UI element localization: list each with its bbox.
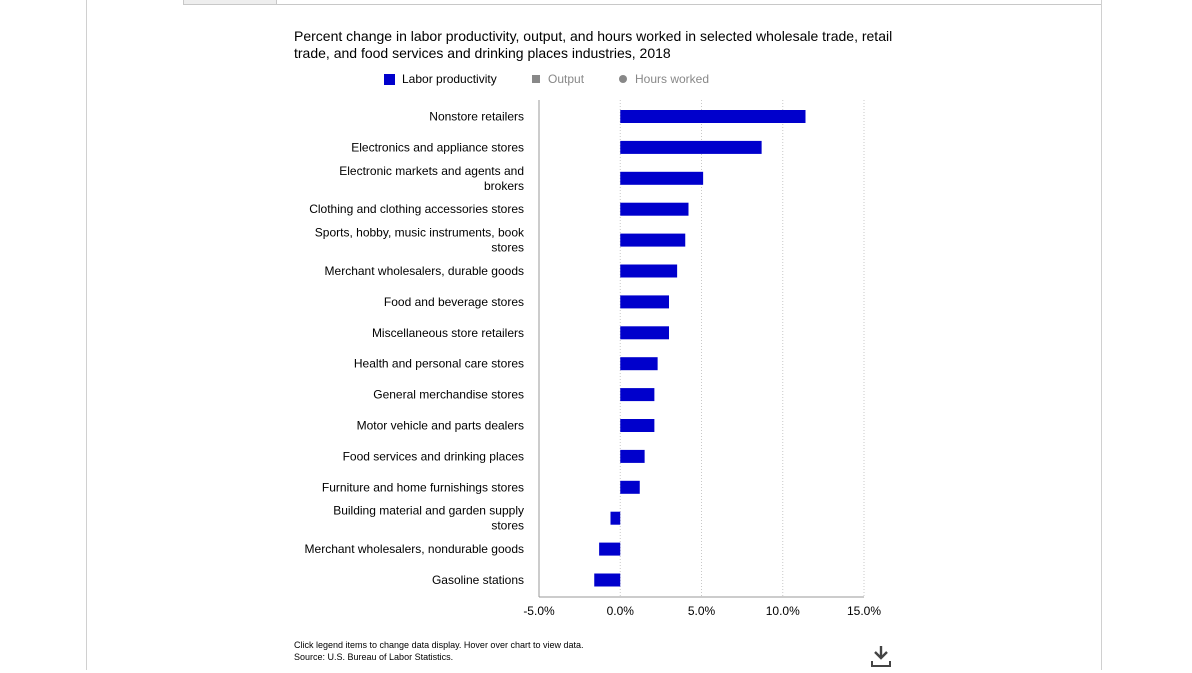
bar[interactable]	[620, 326, 669, 340]
footnote-source: Source: U.S. Bureau of Labor Statistics.	[294, 652, 454, 662]
category-label: Furniture and home furnishings stores	[322, 480, 524, 494]
bar[interactable]	[620, 419, 655, 432]
bar[interactable]	[620, 110, 806, 123]
bar[interactable]	[620, 480, 640, 494]
legend-label: Output	[548, 72, 585, 86]
category-label: Clothing and clothing accessories stores	[309, 202, 524, 216]
category-label: Health and personal care stores	[354, 357, 524, 371]
bar[interactable]	[620, 140, 762, 154]
bar[interactable]	[620, 388, 655, 402]
category-label: Electronic markets and agents and brokers	[339, 164, 524, 193]
category-label: Merchant wholesalers, nondurable goods	[305, 542, 524, 556]
category-label: Sports, hobby, music instruments, book st…	[315, 226, 525, 255]
legend-item-hours-worked[interactable]: Hours worked	[619, 70, 709, 88]
legend-item-labor-productivity[interactable]: Labor productivity	[384, 70, 497, 88]
x-tick-label: 10.0%	[766, 604, 800, 618]
category-label: Electronics and appliance stores	[351, 140, 524, 154]
bar[interactable]	[620, 202, 689, 216]
tab-stub[interactable]	[183, 0, 277, 4]
category-label: Nonstore retailers	[429, 110, 524, 124]
bar[interactable]	[620, 357, 658, 371]
category-label: Building material and garden supply store…	[333, 504, 524, 533]
bar[interactable]	[620, 295, 669, 309]
category-label: Merchant wholesalers, durable goods	[325, 264, 524, 278]
category-label: Miscellaneous store retailers	[372, 326, 524, 340]
bar[interactable]	[620, 264, 678, 278]
category-label: General merchandise stores	[373, 388, 524, 402]
x-tick-label: 0.0%	[607, 604, 635, 618]
page-border-right	[1101, 0, 1102, 670]
legend-swatch-icon	[384, 73, 395, 85]
x-tick-label: 5.0%	[688, 604, 716, 618]
category-label: Food and beverage stores	[384, 295, 524, 309]
page-border-left	[86, 0, 87, 670]
download-icon[interactable]	[870, 644, 892, 668]
legend-label: Hours worked	[635, 72, 710, 86]
panel-top-border	[183, 4, 1101, 5]
category-label: Food services and drinking places	[343, 449, 524, 463]
bar[interactable]	[610, 511, 621, 525]
category-label: Gasoline stations	[432, 573, 524, 587]
legend-label: Labor productivity	[402, 72, 497, 86]
bar[interactable]	[620, 171, 704, 185]
bar[interactable]	[620, 233, 686, 247]
footnote-instructions: Click legend items to change data displa…	[294, 640, 584, 650]
x-tick-label: -5.0%	[523, 604, 555, 618]
bar[interactable]	[620, 449, 645, 463]
legend-swatch-icon	[532, 75, 540, 83]
chart-title: Percent change in labor productivity, ou…	[294, 28, 893, 61]
chart-legend: Labor productivity Output Hours worked	[0, 70, 1192, 88]
x-tick-label: 15.0%	[847, 604, 881, 618]
legend-swatch-icon	[619, 75, 627, 83]
chart-footnote: Click legend items to change data displa…	[294, 639, 583, 663]
bar[interactable]	[594, 573, 621, 587]
bar[interactable]	[599, 542, 621, 556]
category-label: Motor vehicle and parts dealers	[357, 419, 524, 433]
legend-item-output[interactable]: Output	[532, 70, 584, 88]
